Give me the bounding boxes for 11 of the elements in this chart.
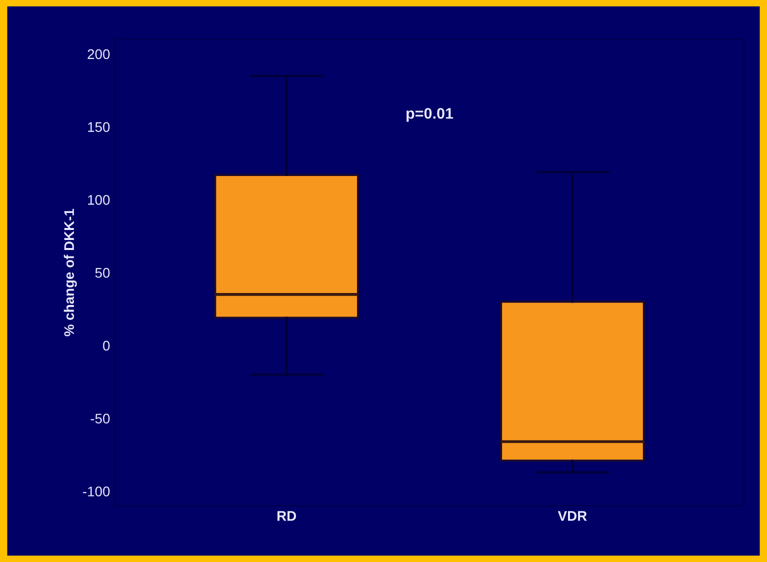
x-tick-label: VDR	[558, 511, 587, 521]
y-tick-label: -50	[90, 414, 110, 424]
x-tick-label: RD	[277, 511, 296, 521]
y-tick-label: 100	[88, 195, 110, 205]
y-tick-label: -100	[83, 486, 110, 496]
y-tick-label: 0	[103, 340, 110, 351]
annotation: p=0.01	[406, 108, 454, 122]
y-tick-label: 200	[88, 49, 110, 60]
y-axis-title: % change of DKK-1	[64, 208, 77, 336]
y-tick-label: 50	[95, 268, 110, 278]
y-tick-label: 150	[88, 122, 110, 132]
